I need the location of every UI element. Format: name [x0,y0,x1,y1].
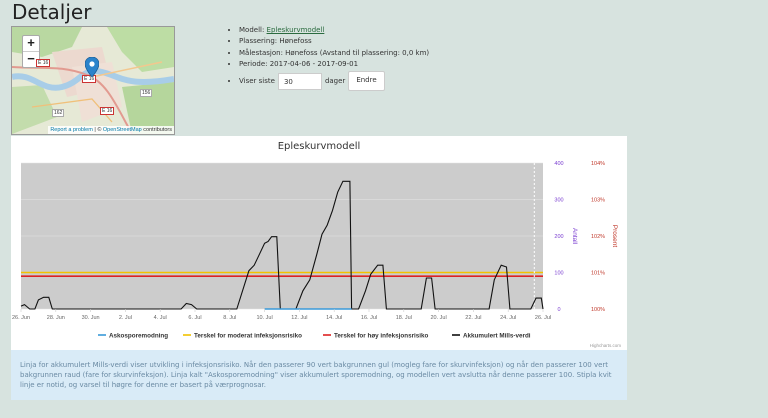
details-list: Modell: Epleskurvmodell Plassering: Høne… [230,26,429,94]
y-left-tick-label: 300 [554,198,563,204]
x-tick-label: 20. Jul [430,315,446,321]
road-label: 156 [140,89,153,97]
road-label: E 16 [82,75,97,83]
days-suffix: dager [324,77,346,86]
y-right-tick-label: 102% [591,234,605,240]
location-pin-icon[interactable] [85,57,99,77]
attribution-suffix: contributors [141,127,172,133]
zoom-out-button[interactable]: − [27,51,35,66]
y-right-tick-label: 101% [591,271,605,277]
x-tick-label: 6. Jul [188,315,201,321]
y-right-tick-label: 104% [591,161,605,167]
model-link[interactable]: Epleskurvmodell [266,26,325,34]
road-label: E 16 [100,107,115,115]
y-left-tick-label: 200 [554,234,563,240]
openstreetmap-link[interactable]: OpenStreetMap [102,127,142,133]
map-attribution: Report a problem | © OpenStreetMap contr… [48,126,174,134]
location-map[interactable]: + − E 16 E 16 E 16 156 162 Report a prob… [11,26,175,135]
x-tick-label: 18. Jul [396,315,412,321]
x-tick-label: 14. Jul [326,315,342,321]
change-button[interactable]: Endre [348,71,385,92]
y-left-tick-label: 100 [554,271,563,277]
x-tick-label: 8. Jul [223,315,236,321]
x-tick-label: 22. Jul [465,315,481,321]
attribution-separator: | © [92,127,103,133]
detail-model: Modell: Epleskurvmodell [239,26,429,34]
detail-show-last: Viser siste 30 dager Endre [239,71,429,92]
x-tick-label: 24. Jul [500,315,516,321]
road-label: E 16 [36,59,51,67]
x-tick-label: 26. Jul [535,315,551,321]
report-problem-link[interactable]: Report a problem [50,127,93,133]
epleskurv-chart: Epleskurvmodell 26. Jun 28. Jun 30. Jun 2. J… [12,141,622,348]
detail-period: Periode: 2017-04-06 - 2017-09-01 [239,60,429,68]
x-tick-label: 30. Jun [82,315,100,321]
y-left-tick-label: 400 [554,161,563,167]
legend-item: Terskel for moderat infeksjonsrisiko [194,333,302,340]
days-input[interactable]: 30 [277,72,322,90]
legend-item: Askosporemodning [109,333,168,340]
road-label: 162 [52,109,65,117]
legend-item: Akkumulert Mills-verdi [463,333,531,340]
detail-placement: Plassering: Hønefoss [239,37,429,45]
y-right-axis-title: Prosent [611,225,618,248]
zoom-control: + − [22,35,40,68]
y-right-tick-label: 103% [591,198,605,204]
show-last-label: Viser siste [239,77,275,86]
x-tick-label: 26. Jun [12,315,30,321]
x-tick-label: 2. Jul [119,315,132,321]
zoom-in-button[interactable]: + [23,36,39,52]
x-tick-label: 16. Jul [361,315,377,321]
x-tick-label: 10. Jul [256,315,272,321]
x-tick-label: 4. Jul [154,315,167,321]
page-title: Detaljer [12,0,92,24]
detail-station: Målestasjon: Hønefoss (Avstand til plass… [239,49,429,57]
legend-item: Terskel for høy infeksjonsrisiko [334,333,429,340]
y-left-tick-label: 0 [557,307,560,313]
x-tick-label: 12. Jul [291,315,307,321]
x-tick-label: 28. Jun [47,315,65,321]
chart-panel: Epleskurvmodell 26. Jun 28. Jun 30. Jun 2. J… [11,136,627,350]
y-left-axis-title: Antall [571,228,578,245]
model-label: Modell: [239,26,267,34]
series-line [20,180,544,310]
y-right-tick-label: 100% [591,307,605,313]
chart-title: Epleskurvmodell [278,141,361,152]
info-box: Linja for akkumulert Mills-verdi viser u… [11,350,627,400]
chart-credit: Highcharts.com [590,343,622,348]
